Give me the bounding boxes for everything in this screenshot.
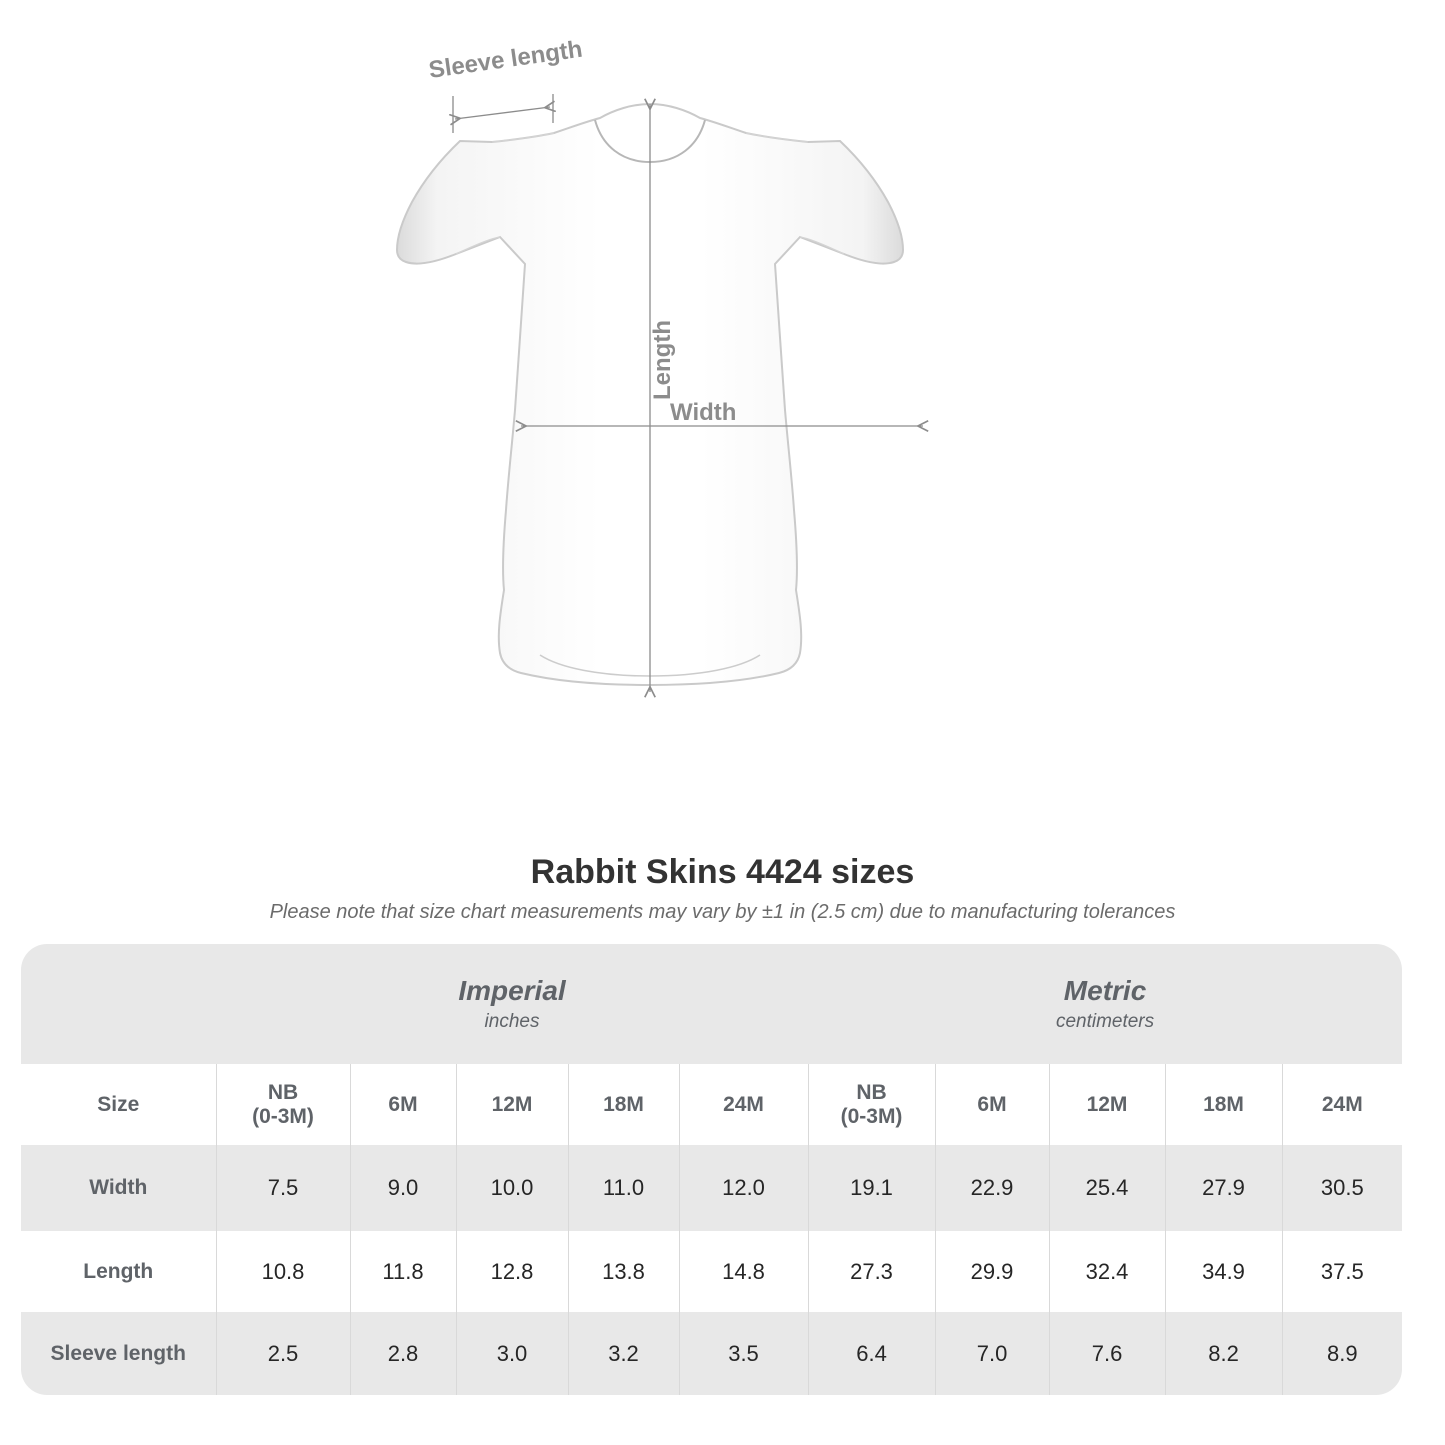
- svg-text:Width: Width: [670, 399, 736, 426]
- svg-text:Sleeve length: Sleeve length: [427, 36, 584, 84]
- svg-text:Length: Length: [649, 320, 676, 400]
